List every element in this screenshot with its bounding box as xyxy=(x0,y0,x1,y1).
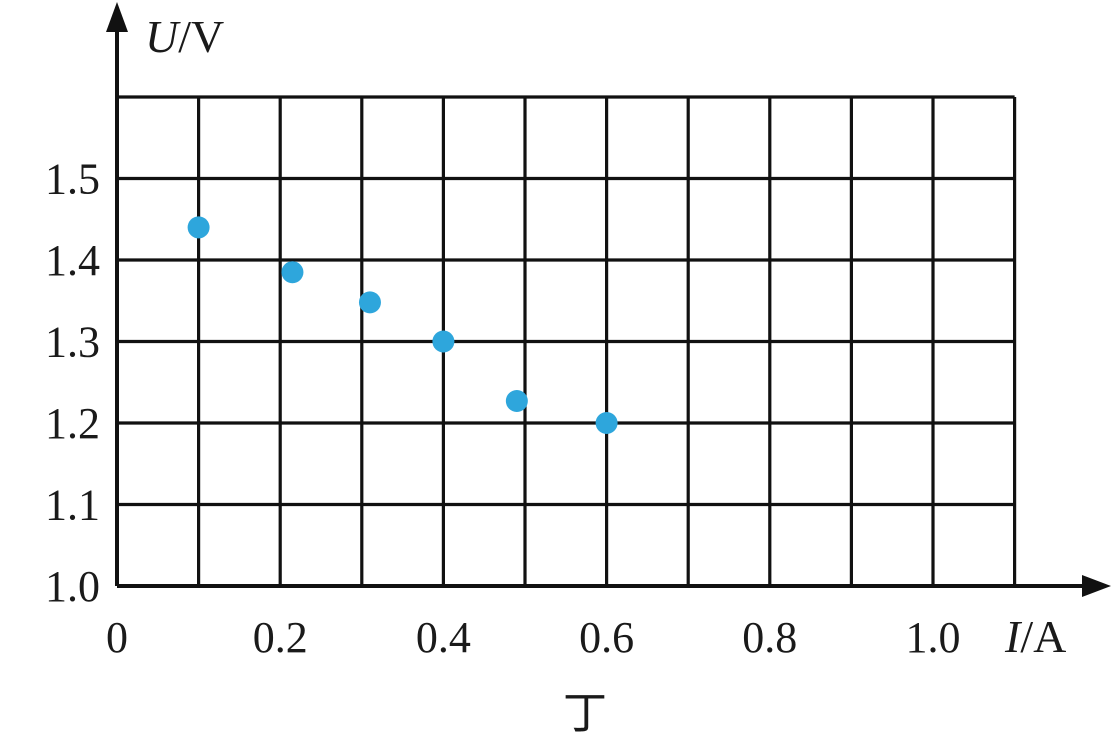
axes xyxy=(106,2,1111,597)
x-tick-label: 0 xyxy=(106,613,128,662)
x-tick-label: 0.8 xyxy=(742,613,797,662)
data-point xyxy=(358,291,381,314)
grid xyxy=(117,95,1017,586)
x-axis-variable: I xyxy=(1004,611,1023,662)
y-tick-label: 1.3 xyxy=(45,318,100,367)
y-tick-label: 1.4 xyxy=(45,236,100,285)
y-axis-variable: U xyxy=(145,11,181,62)
y-tick-label: 1.2 xyxy=(45,399,100,448)
y-axis-unit: /V xyxy=(178,11,224,62)
y-tick-label: 1.0 xyxy=(45,562,100,611)
y-axis-title: U/V xyxy=(145,11,224,62)
data-point xyxy=(187,216,210,239)
data-point xyxy=(432,330,455,353)
data-point xyxy=(505,389,528,412)
data-point xyxy=(281,261,304,284)
y-tick-label: 1.1 xyxy=(45,481,100,530)
data-point xyxy=(595,412,618,434)
x-tick-labels: 0 0.2 0.4 0.6 0.8 1.0 xyxy=(106,613,961,662)
x-tick-label: 0.4 xyxy=(416,613,471,662)
x-axis-unit: /A xyxy=(1020,611,1066,662)
x-axis-arrowhead xyxy=(1082,575,1111,597)
y-axis-arrowhead xyxy=(106,2,128,32)
y-tick-labels: 1.0 1.1 1.2 1.3 1.4 1.5 xyxy=(45,155,100,612)
x-tick-label: 0.6 xyxy=(579,613,634,662)
data-points xyxy=(187,216,618,434)
x-axis-title: I/A xyxy=(1004,611,1066,662)
y-tick-label: 1.5 xyxy=(45,155,100,204)
figure-caption: 丁 xyxy=(563,688,607,739)
x-tick-label: 0.2 xyxy=(253,613,308,662)
x-tick-label: 1.0 xyxy=(906,613,961,662)
